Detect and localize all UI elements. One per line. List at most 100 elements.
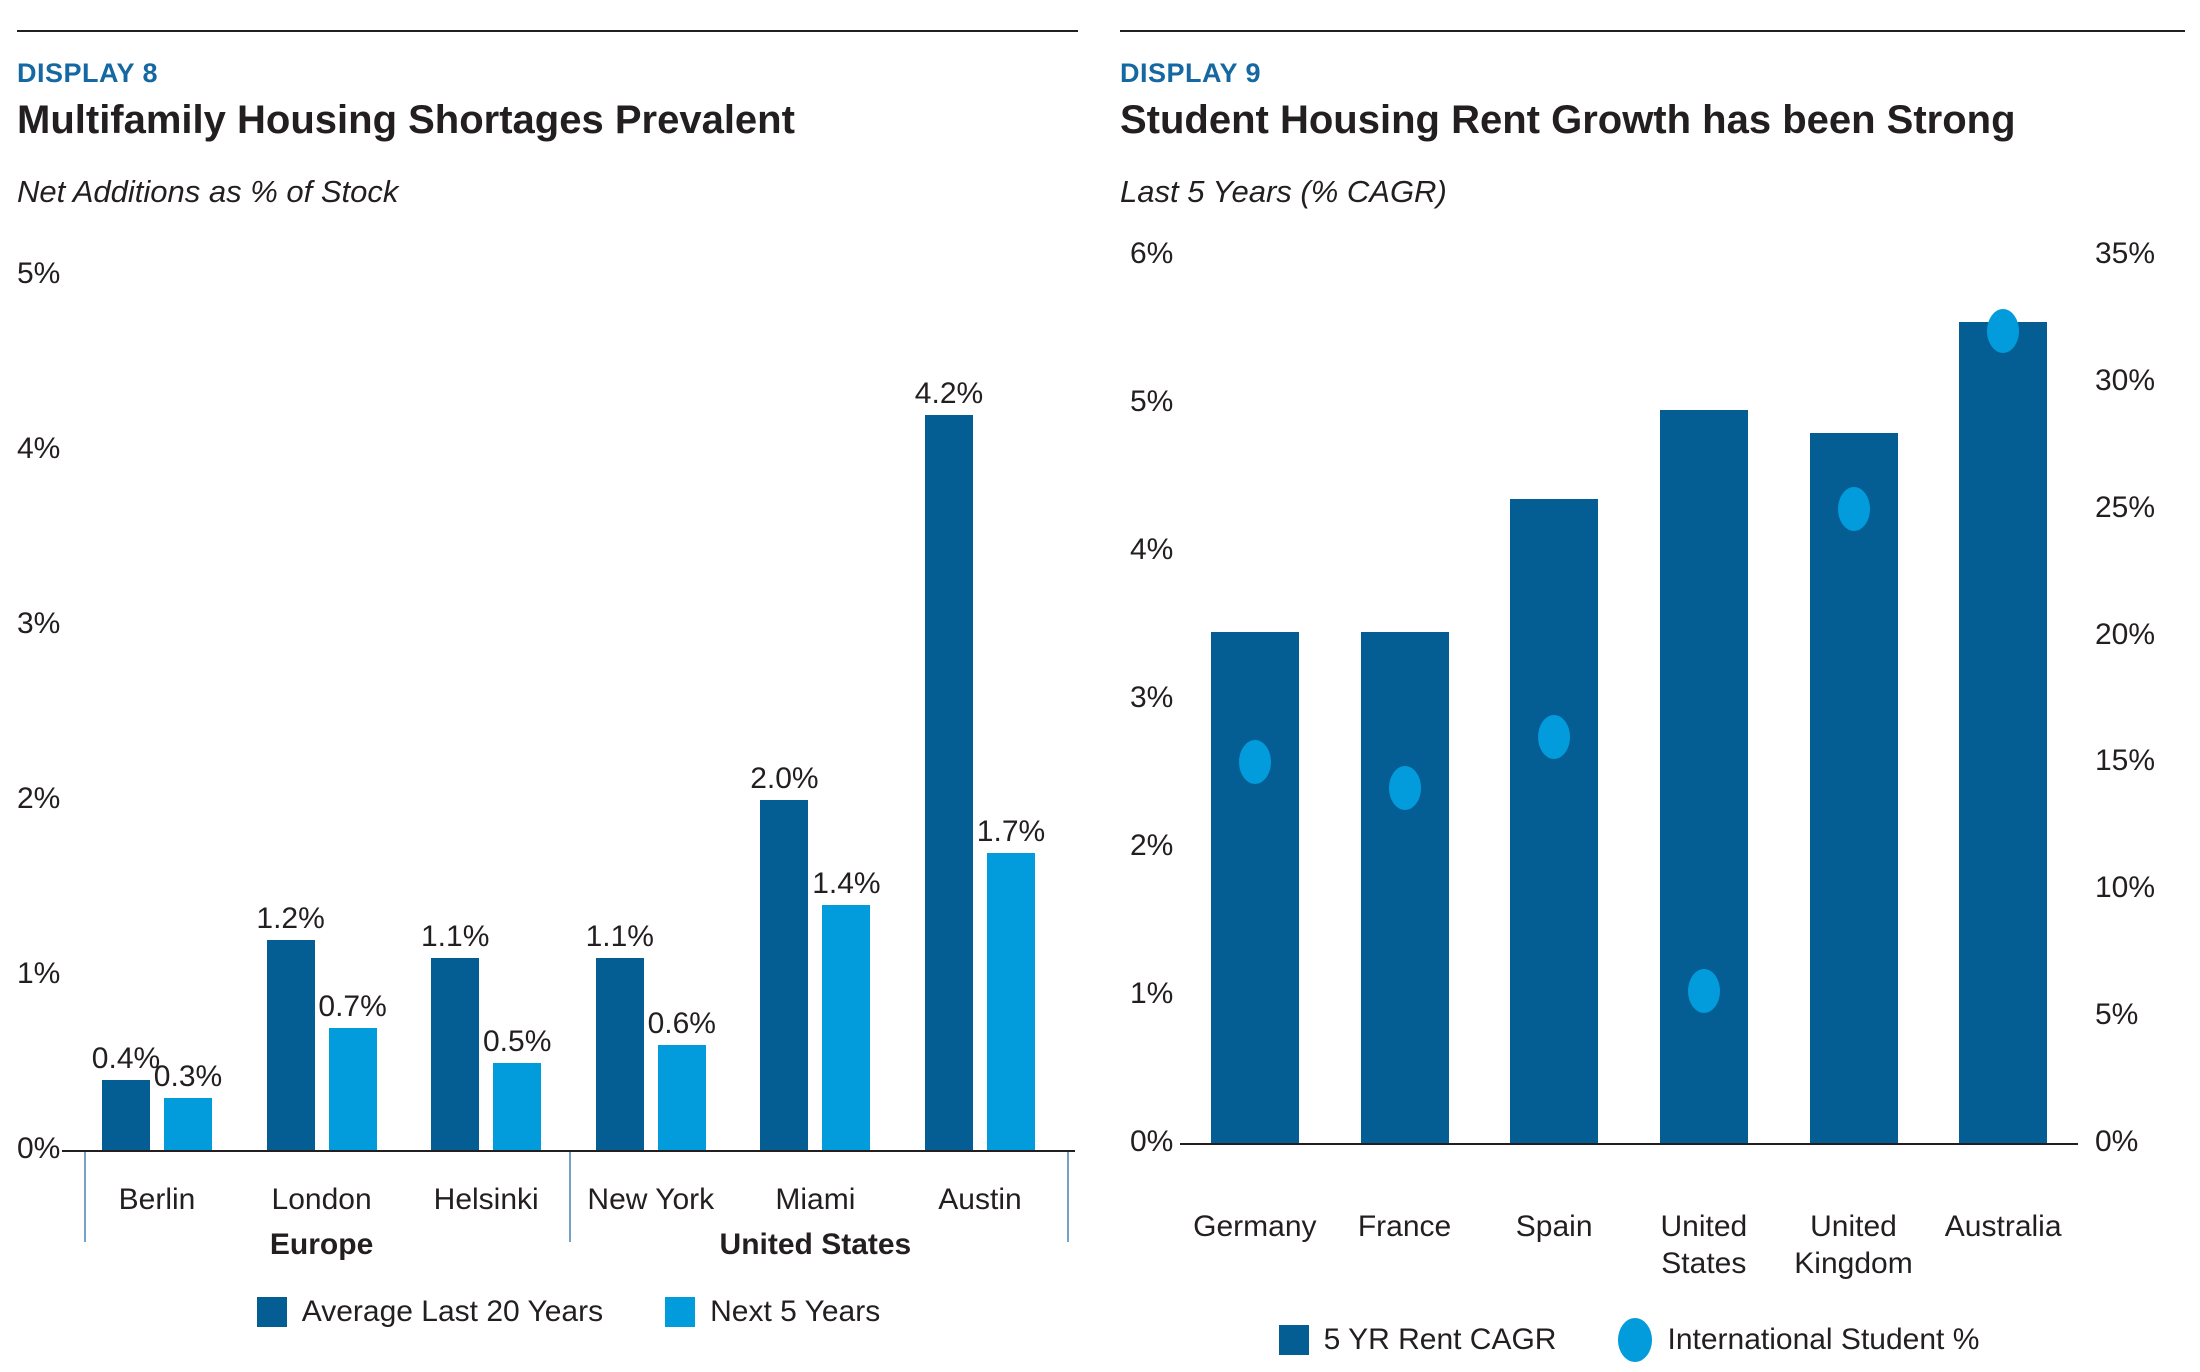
united-states-dot: [1687, 968, 1720, 1013]
legend-swatch-cagr: [1278, 1325, 1309, 1355]
right-y-axis-tick-15%: 15%: [2095, 744, 2156, 778]
category-label-france: France: [1357, 1210, 1452, 1243]
london-bar-average-last-20-years: [266, 940, 315, 1150]
helsinki-bar-next-5-years-value-label: 0.5%: [482, 1024, 552, 1058]
left-y-axis-tick-5%: 5%: [1130, 385, 1174, 418]
legend-item-avg20: Average Last 20 Years: [256, 1295, 604, 1329]
legend-label-intl: International Student %: [1667, 1323, 1980, 1356]
legend-label-cagr: 5 YR Rent CAGR: [1323, 1323, 1557, 1356]
miami-bar-average-last-20-years: [760, 800, 809, 1150]
left-y-axis-tick-0%: 0%: [1130, 1125, 1174, 1158]
display9-label: DISPLAY 9: [1120, 58, 1262, 88]
display9-legend: 5 YR Rent CAGR International Student %: [1180, 1318, 2078, 1362]
y-axis-tick-1%: 1%: [17, 957, 61, 990]
left-y-axis-tick-1%: 1%: [1130, 977, 1174, 1010]
left-y-axis-tick-6%: 6%: [1130, 237, 1174, 270]
category-label-miami: Miami: [775, 1183, 856, 1216]
category-label-austin: Austin: [938, 1183, 1022, 1216]
display9-panel: DISPLAY 9 Student Housing Rent Growth ha…: [1120, 0, 2185, 1372]
right-y-axis-tick-25%: 25%: [2095, 490, 2156, 524]
legend-swatch-next5: [665, 1297, 696, 1327]
berlin-bar-average-last-20-years: [102, 1080, 150, 1150]
display8-subtitle: Net Additions as % of Stock: [17, 174, 399, 209]
category-label-spain: Spain: [1515, 1210, 1593, 1243]
right-y-axis-tick-0%: 0%: [2095, 1125, 2139, 1158]
y-axis-tick-4%: 4%: [17, 432, 61, 465]
display8-label: DISPLAY 8: [17, 58, 159, 88]
legend-label-avg20: Average Last 20 Years: [301, 1295, 604, 1328]
australia-bar: [1959, 321, 2048, 1143]
new-york-bar-next-5-years: [657, 1045, 706, 1150]
right-y-axis-tick-20%: 20%: [2095, 617, 2156, 651]
display8-legend: Average Last 20 Years Next 5 Years: [62, 1295, 1075, 1329]
spain-dot: [1538, 715, 1571, 760]
france-dot: [1388, 765, 1421, 810]
group-label-europe: Europe: [269, 1228, 374, 1261]
miami-bar-next-5-years-value-label: 1.4%: [812, 867, 881, 900]
display9-subtitle: Last 5 Years (% CAGR): [1120, 174, 1447, 209]
legend-swatch-avg20: [256, 1297, 287, 1327]
legend-label-next5: Next 5 Years: [710, 1295, 881, 1328]
category-label-united-kingdom: United Kingdom: [1794, 1210, 1913, 1280]
new-york-bar-average-last-20-years-value-label: 1.1%: [585, 919, 654, 953]
display8-title: Multifamily Housing Shortages Prevalent: [17, 98, 795, 142]
helsinki-bar-average-last-20-years-value-label: 1.1%: [420, 919, 490, 953]
legend-dot-intl: [1618, 1318, 1653, 1362]
austin-bar-next-5-years-value-label: 1.7%: [976, 814, 1046, 848]
category-label-united-states: United States: [1660, 1210, 1748, 1280]
miami-bar-next-5-years: [822, 905, 871, 1150]
display8-panel: DISPLAY 8 Multifamily Housing Shortages …: [17, 0, 1078, 1372]
helsinki-bar-next-5-years: [493, 1062, 542, 1150]
united-kingdom-dot: [1837, 486, 1870, 531]
france-bar: [1360, 632, 1449, 1143]
category-label-helsinki: Helsinki: [433, 1183, 539, 1216]
display8-xzone: Berlin London Helsinki New York Miami Austin E…: [62, 1152, 1075, 1297]
london-bar-next-5-years-value-label: 0.7%: [318, 989, 387, 1023]
display9-xzone: Germany France Spain United States United Ki…: [1180, 1145, 2078, 1320]
legend-item-intl-student: International Student %: [1618, 1318, 1979, 1362]
united-kingdom-bar: [1809, 432, 1898, 1143]
left-y-axis-tick-4%: 4%: [1130, 533, 1174, 566]
y-axis-tick-0%: 0%: [17, 1132, 61, 1165]
right-y-axis-tick-5%: 5%: [2095, 998, 2139, 1032]
austin-bar-next-5-years: [987, 852, 1035, 1150]
category-label-berlin: Berlin: [118, 1183, 196, 1216]
london-bar-next-5-years: [328, 1027, 377, 1150]
display9-top-rule: [1120, 30, 2185, 32]
category-label-australia: Australia: [1944, 1210, 2062, 1243]
new-york-bar-next-5-years-value-label: 0.6%: [647, 1007, 716, 1040]
left-y-axis-tick-3%: 3%: [1130, 681, 1174, 714]
display9-title: Student Housing Rent Growth has been Str…: [1120, 98, 2016, 142]
germany-bar: [1210, 632, 1299, 1143]
right-y-axis-tick-30%: 30%: [2095, 363, 2156, 397]
spain-bar: [1510, 499, 1599, 1143]
axis-bracket-line-1: [568, 1152, 571, 1242]
axis-bracket-line-0: [84, 1152, 86, 1242]
right-y-axis-tick-10%: 10%: [2095, 871, 2156, 905]
display9-plot: [1180, 255, 2078, 1145]
austin-bar-average-last-20-years: [925, 415, 973, 1150]
legend-item-next5: Next 5 Years: [665, 1295, 880, 1329]
united-states-bar: [1659, 410, 1748, 1143]
axis-bracket-line-2: [1067, 1152, 1069, 1242]
left-y-axis-tick-2%: 2%: [1130, 829, 1174, 862]
category-label-germany: Germany: [1193, 1210, 1317, 1243]
london-bar-average-last-20-years-value-label: 1.2%: [256, 902, 325, 935]
miami-bar-average-last-20-years-value-label: 2.0%: [750, 762, 819, 795]
category-label-london: London: [271, 1183, 372, 1216]
germany-dot: [1238, 740, 1271, 785]
y-axis-tick-3%: 3%: [17, 607, 61, 640]
display8-plot: 0.4% 0.3% 1.2% 0.7% 1.1% 0.5% 1.1% 0.6% 2.0% 1.4%…: [62, 275, 1075, 1152]
berlin-bar-average-last-20-years-value-label: 0.4%: [91, 1042, 161, 1075]
category-label-new-york: New York: [587, 1183, 715, 1216]
austin-bar-average-last-20-years-value-label: 4.2%: [914, 377, 984, 410]
y-axis-tick-2%: 2%: [17, 782, 61, 815]
new-york-bar-average-last-20-years: [595, 957, 644, 1150]
berlin-bar-next-5-years: [164, 1097, 212, 1150]
berlin-bar-next-5-years-value-label: 0.3%: [153, 1059, 223, 1093]
helsinki-bar-average-last-20-years: [431, 957, 480, 1150]
right-y-axis-tick-35%: 35%: [2095, 237, 2156, 270]
group-label-united-states: United States: [719, 1228, 912, 1261]
y-axis-tick-5%: 5%: [17, 257, 61, 290]
display8-top-rule: [17, 30, 1078, 32]
